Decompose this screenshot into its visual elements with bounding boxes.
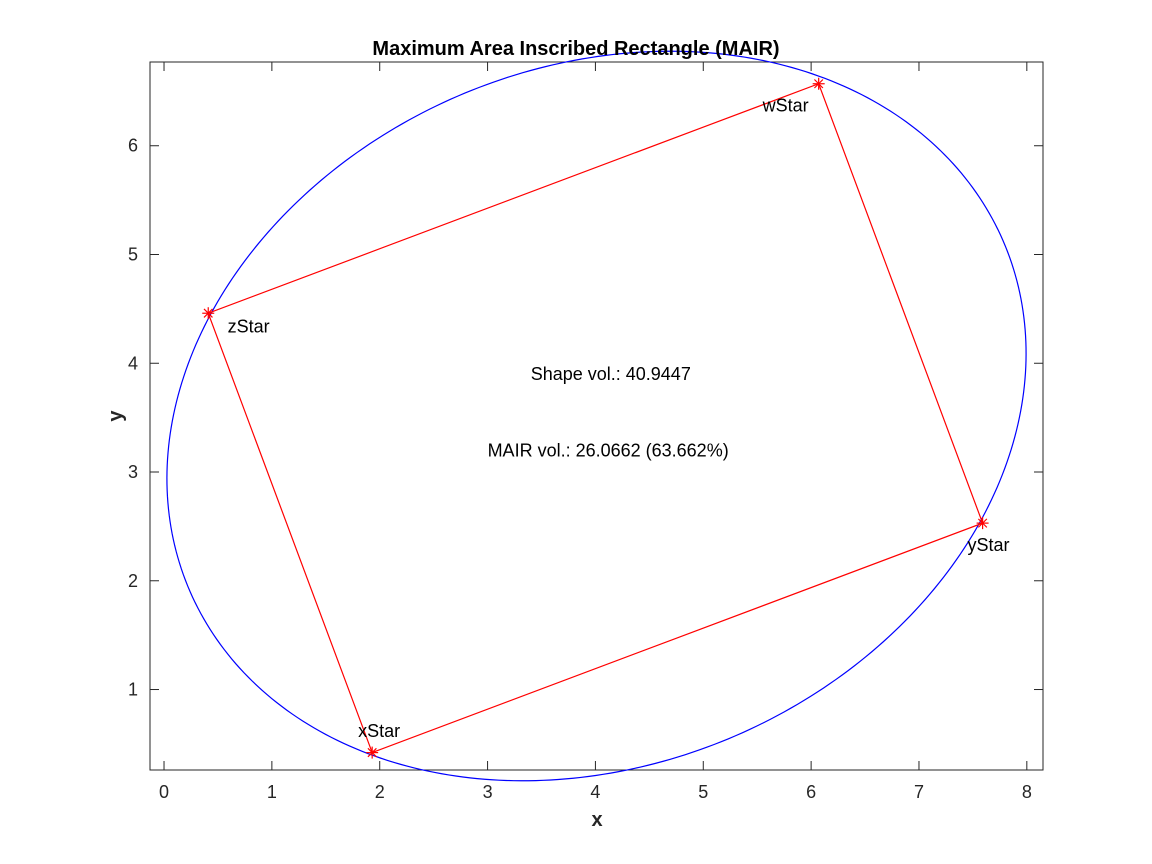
- point-marker-wstar: [812, 77, 825, 90]
- y-tick-label: 2: [128, 571, 138, 591]
- x-tick-label: 1: [267, 782, 277, 802]
- y-tick-label: 3: [128, 462, 138, 482]
- point-marker-zstar: [202, 307, 215, 320]
- chart-title: Maximum Area Inscribed Rectangle (MAIR): [372, 38, 779, 60]
- x-tick-label: 2: [375, 782, 385, 802]
- point-label-xstar: xStar: [358, 721, 400, 741]
- y-tick-label: 5: [128, 244, 138, 264]
- x-tick-label: 0: [159, 782, 169, 802]
- star-stroke: [814, 79, 824, 89]
- point-marker-ystar: [976, 517, 989, 530]
- point-label-ystar: yStar: [968, 535, 1010, 555]
- data-layer: [166, 50, 1027, 782]
- star-stroke: [977, 518, 988, 528]
- x-tick-label: 3: [483, 782, 493, 802]
- x-tick-label: 4: [590, 782, 600, 802]
- y-tick-label: 1: [128, 680, 138, 700]
- x-axis-title: x: [591, 809, 602, 831]
- plot-area-frame: [149, 61, 1044, 771]
- star-stroke: [367, 747, 377, 758]
- annotation-shape-volume: Shape vol.: 40.9447: [531, 364, 691, 384]
- x-tick-label: 8: [1022, 782, 1032, 802]
- ellipse-shape: [166, 50, 1027, 782]
- x-tick-label: 7: [914, 782, 924, 802]
- x-tick-label: 5: [698, 782, 708, 802]
- y-tick-label: 6: [128, 136, 138, 156]
- y-tick-label: 4: [128, 353, 138, 373]
- annotation-mair-volume: MAIR vol.: 26.0662 (63.662%): [488, 440, 729, 460]
- y-axis-title: y: [105, 410, 127, 422]
- label-layer: xStar yStar wStar zStar Shape vol.: 40.9447 M…: [228, 96, 1010, 741]
- point-marker-xstar: [366, 746, 379, 759]
- x-tick-label: 6: [806, 782, 816, 802]
- point-label-zstar: zStar: [228, 316, 270, 336]
- axis-ticks: 0 1 2 3 4 5 6 7 8 1 2 3 4 5 6: [128, 62, 1043, 802]
- star-stroke: [203, 308, 213, 318]
- point-label-wstar: wStar: [762, 96, 809, 116]
